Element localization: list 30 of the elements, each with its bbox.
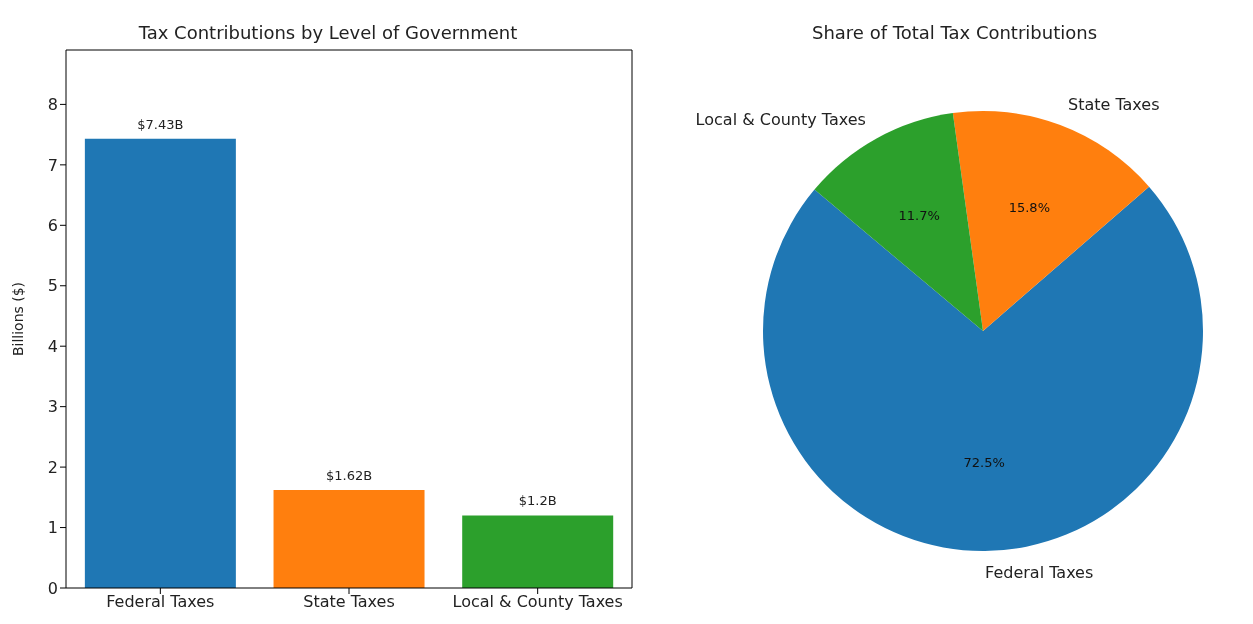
data-label: 11.7% (898, 207, 940, 223)
data-label: $7.43B (137, 116, 184, 132)
y-tick-label: 8 (47, 95, 58, 115)
y-tick-label: 3 (47, 397, 58, 417)
x-tick-label: Federal Taxes (106, 592, 215, 612)
y-tick-label: 7 (47, 155, 58, 175)
chart-title: Tax Contributions by Level of Government (137, 22, 519, 43)
y-tick-label: 4 (47, 336, 58, 356)
pie-slice (763, 186, 1203, 551)
slice-label: State Taxes (1067, 94, 1160, 114)
data-label: $1.62B (325, 468, 373, 484)
x-tick-label: Local & County Taxes (452, 592, 623, 612)
y-tick-label: 6 (47, 215, 58, 235)
chart-title: Share of Total Tax Contributions (810, 22, 1099, 43)
bar (462, 515, 614, 588)
data-label: 72.5% (963, 455, 1005, 471)
pie-slice (814, 113, 983, 331)
y-tick-label: 5 (47, 276, 58, 296)
data-label: $1.2B (518, 493, 557, 509)
slice-label: Local & County Taxes (695, 109, 866, 129)
y-tick-label: 0 (47, 578, 58, 598)
x-tick-label: State Taxes (303, 592, 395, 612)
bar (273, 490, 425, 588)
y-axis-title: Billions ($) (9, 281, 26, 357)
slice-label: Federal Taxes (985, 563, 1094, 583)
bar (84, 138, 236, 588)
y-tick-label: 2 (47, 457, 58, 477)
data-label: 15.8% (1008, 199, 1051, 215)
y-tick-label: 1 (47, 518, 58, 538)
pie-slice (952, 111, 1150, 331)
